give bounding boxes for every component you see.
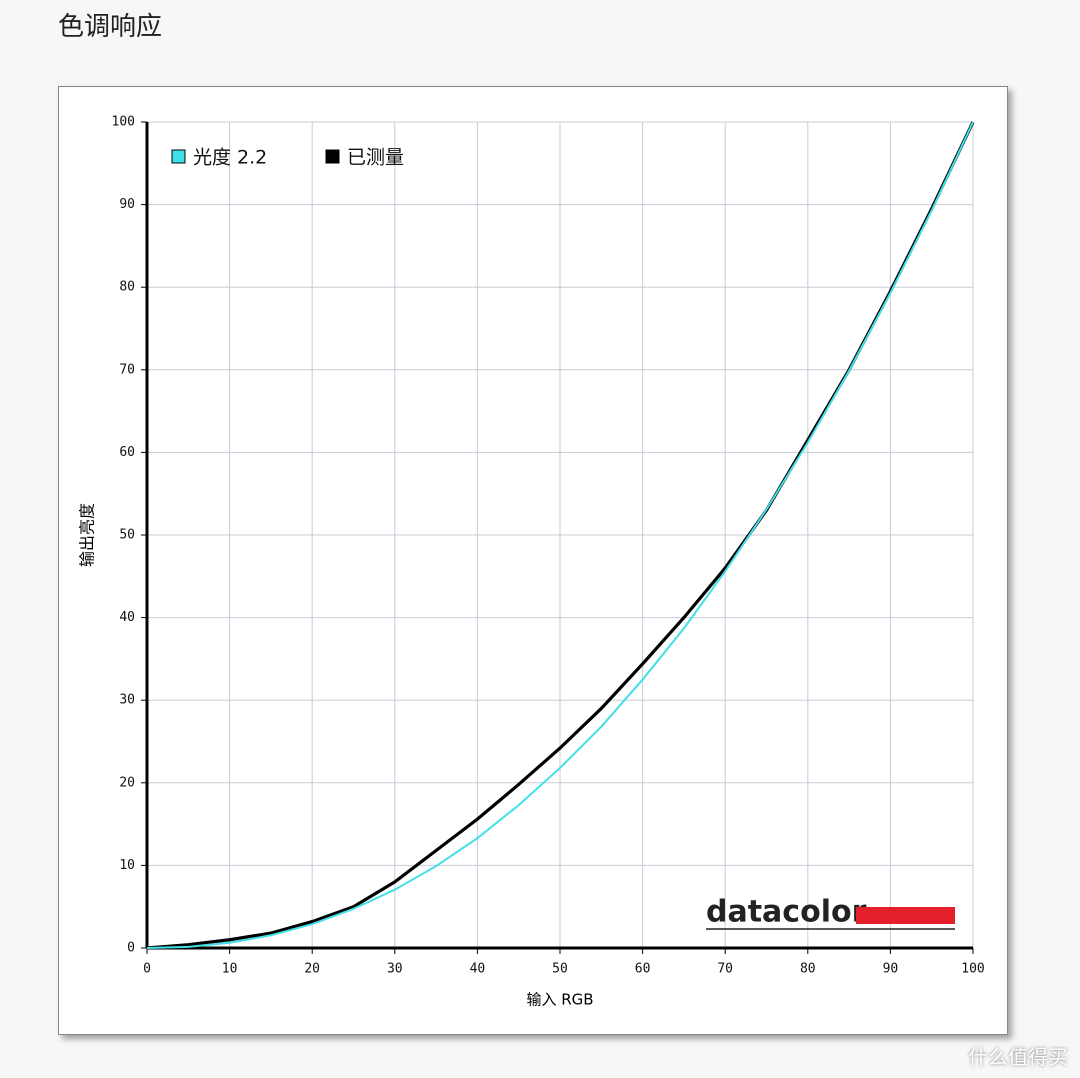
- x-tick-label: 80: [800, 962, 816, 977]
- legend-swatch: [325, 149, 340, 164]
- x-tick-label: 90: [883, 962, 899, 977]
- watermark: 什么值得买: [968, 1045, 1068, 1069]
- chart-frame: [58, 86, 1008, 1035]
- x-tick-label: 100: [961, 962, 984, 977]
- x-tick-label: 40: [470, 962, 486, 977]
- legend-label: 已测量: [347, 147, 404, 169]
- y-tick-label: 100: [112, 115, 135, 130]
- y-tick-label: 90: [119, 197, 135, 212]
- line: [146, 121, 974, 949]
- y-tick-label: 80: [119, 280, 135, 295]
- x-tick-label: 70: [717, 962, 733, 977]
- x-tick-label: 20: [304, 962, 320, 977]
- legend-label: 光度 2.2: [193, 147, 267, 169]
- x-tick-label: 60: [635, 962, 651, 977]
- logo-bar: [856, 907, 955, 924]
- y-tick-label: 10: [119, 858, 135, 873]
- y-tick-label: 0: [127, 941, 135, 956]
- y-tick-label: 60: [119, 445, 135, 460]
- x-tick-label: 10: [222, 962, 238, 977]
- y-tick-label: 50: [119, 528, 135, 543]
- x-axis-label: 输入 RGB: [526, 991, 593, 1009]
- y-axis-label: 输出亮度: [78, 503, 97, 567]
- legend-swatch: [171, 149, 186, 164]
- x-tick-label: 0: [143, 962, 151, 977]
- y-tick-label: 40: [119, 610, 135, 625]
- page-title: 色调响应: [58, 12, 163, 42]
- x-tick-label: 30: [387, 962, 403, 977]
- y-tick-label: 20: [119, 775, 135, 790]
- y-tick-label: 70: [119, 362, 135, 377]
- x-tick-label: 50: [552, 962, 568, 977]
- logo-text: datacolor: [706, 895, 867, 930]
- y-tick-label: 30: [119, 693, 135, 708]
